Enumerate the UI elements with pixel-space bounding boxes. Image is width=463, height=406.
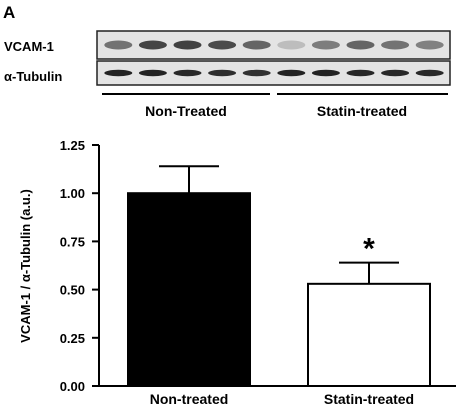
blot-band: [242, 40, 271, 50]
blot-band: [277, 40, 306, 50]
blot-band: [415, 69, 444, 77]
y-tick-label: 1.25: [60, 138, 85, 153]
significance-mark: *: [363, 233, 375, 266]
blot-band: [138, 69, 167, 77]
blot-band: [415, 40, 444, 50]
blot-band: [311, 40, 340, 50]
y-tick-label: 0.00: [60, 379, 85, 394]
group-label-statin-treated: Statin-treated: [317, 103, 407, 119]
group-label-non-treated: Non-Treated: [145, 103, 227, 119]
blot-band: [104, 40, 133, 50]
bar-non-treated: [127, 192, 251, 387]
blot-band: [208, 40, 237, 50]
panel-label: A: [3, 3, 15, 22]
x-tick-label: Statin-treated: [324, 391, 414, 406]
blot-band: [381, 40, 410, 50]
y-tick-label: 0.25: [60, 331, 85, 346]
y-tick-label: 0.50: [60, 283, 85, 298]
blot-band: [346, 40, 375, 50]
blot-band: [346, 69, 375, 77]
y-tick-label: 0.75: [60, 234, 85, 249]
x-tick-label: Non-treated: [150, 391, 229, 406]
bar-chart: VCAM-1 / α-Tubulin (a.u.) 0.00 0.25 0.50 0.…: [18, 138, 456, 406]
blot-row-label-tubulin: α-Tubulin: [4, 69, 62, 84]
blot-band: [242, 69, 271, 77]
blot-band: [277, 69, 306, 77]
blot-band: [381, 69, 410, 77]
y-tick-label: 1.00: [60, 186, 85, 201]
bar-statin-treated: [307, 282, 431, 388]
blot-band: [173, 69, 202, 77]
western-blot: VCAM-1 α-Tubulin Non-Treated Statin-trea…: [4, 30, 451, 119]
y-axis-label: VCAM-1 / α-Tubulin (a.u.): [18, 189, 33, 343]
blot-band: [208, 69, 237, 77]
blot-band: [173, 40, 202, 50]
blot-band: [104, 69, 133, 77]
blot-band: [138, 40, 167, 50]
blot-band: [311, 69, 340, 77]
blot-row-label-vcam1: VCAM-1: [4, 39, 54, 54]
